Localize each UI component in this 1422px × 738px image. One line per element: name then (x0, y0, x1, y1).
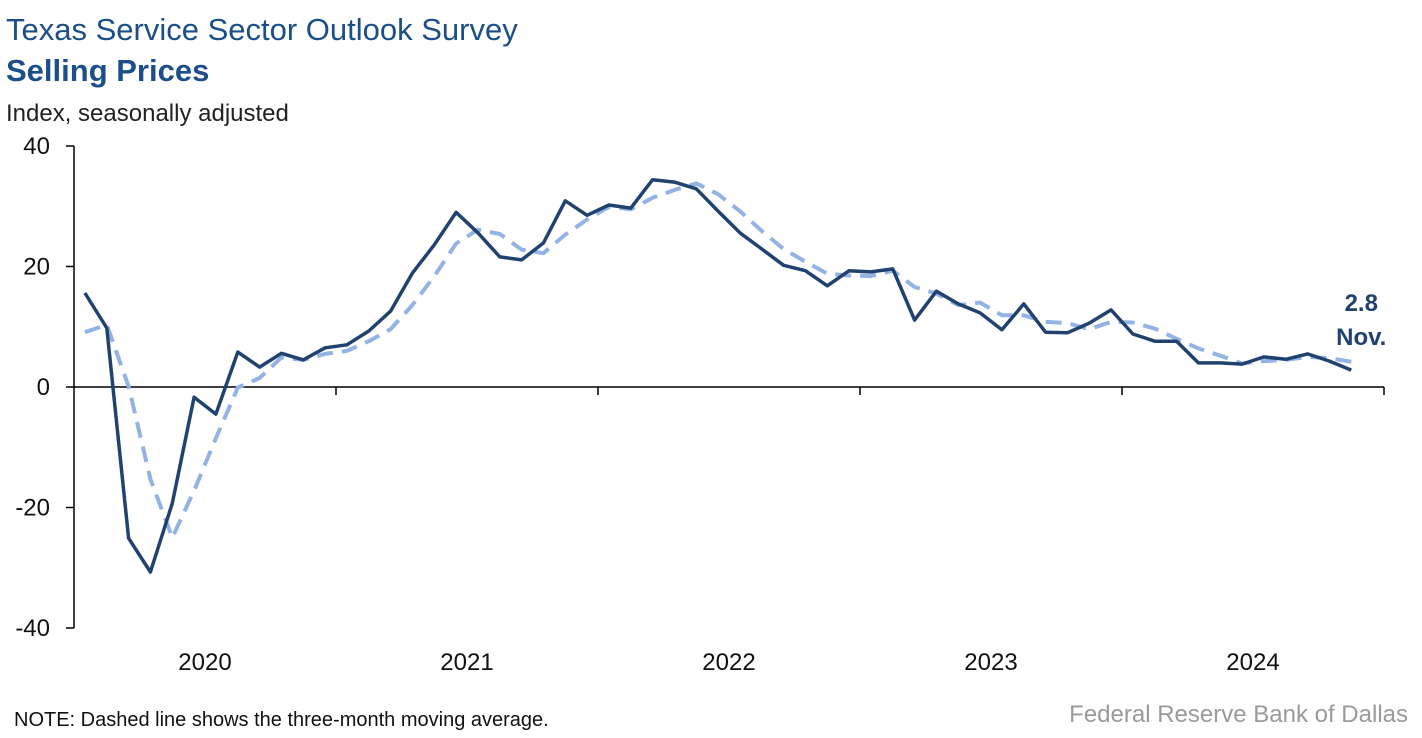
y-tick-label: 0 (37, 374, 50, 401)
y-tick-label: -20 (15, 495, 50, 522)
source: Federal Reserve Bank of Dallas (1069, 701, 1408, 728)
y-tick-label: 20 (23, 254, 50, 281)
x-tick-label: 2023 (964, 649, 1017, 676)
y-tick-label: 40 (23, 133, 50, 160)
x-tick-label: 2022 (702, 649, 755, 676)
chart-title: Texas Service Sector Outlook Survey (6, 12, 518, 47)
moving-average-line (84, 181, 1352, 540)
annotation: Nov. (1336, 324, 1386, 351)
x-tick-label: 2021 (440, 649, 493, 676)
note: NOTE: Dashed line shows the three-month … (14, 709, 549, 731)
x-tick-label: 2024 (1226, 649, 1279, 676)
x-tick-label: 2020 (178, 649, 231, 676)
y-tick-label: -40 (15, 615, 50, 642)
data-label: 2.8 (1345, 290, 1378, 317)
y-axis-label: Index, seasonally adjusted (6, 100, 289, 127)
chart-subtitle: Selling Prices (6, 53, 209, 88)
series-line (83, 177, 1352, 574)
